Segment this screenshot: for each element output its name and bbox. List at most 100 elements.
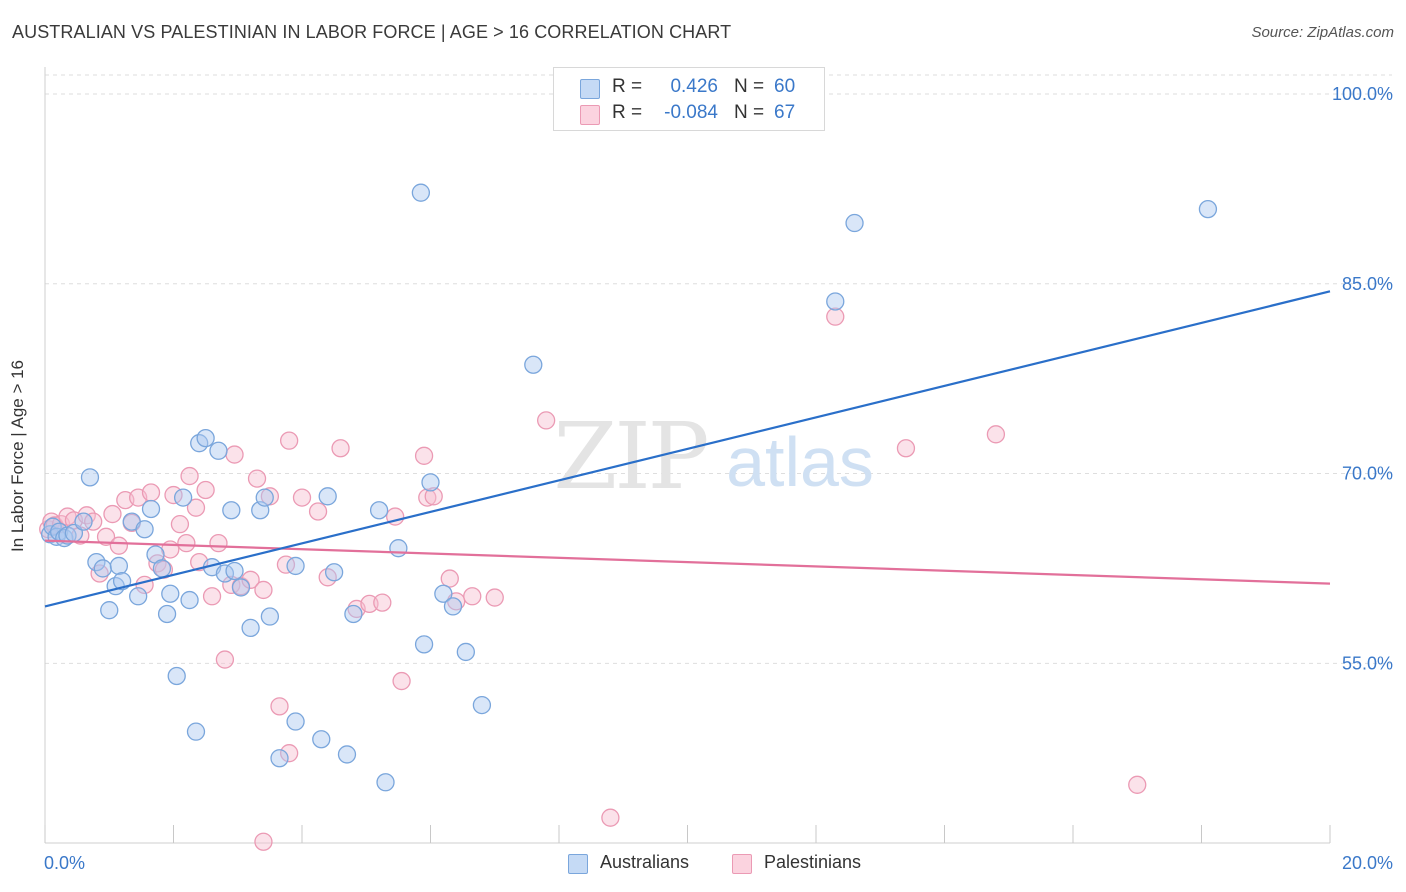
y-tick-label: 100.0% (1332, 84, 1393, 104)
palestinians-point (186, 498, 206, 517)
australians-point (167, 666, 186, 686)
palestinians-point (247, 469, 267, 488)
palestinians-point (241, 570, 260, 589)
australians-point (209, 441, 228, 460)
y-tick-label: 55.0% (1342, 653, 1393, 673)
palestinians-point (418, 488, 437, 507)
palestinians-point (424, 487, 443, 506)
palestinians-points (39, 307, 1147, 851)
palestinians-point (254, 832, 273, 851)
australians-point (74, 512, 93, 531)
palestinians-point (601, 808, 620, 827)
x-tick-label: 0.0% (44, 853, 85, 873)
australians-point (196, 428, 215, 448)
australians-point (129, 587, 148, 606)
x-tick-label: 20.0% (1342, 853, 1393, 873)
y-axis-label: In Labor Force | Age > 16 (8, 359, 27, 553)
australians-point (312, 730, 331, 749)
australians-point (100, 601, 119, 620)
australians-point (270, 749, 289, 768)
australians-point (93, 559, 112, 578)
australians-swatch (580, 79, 600, 99)
australians-point (421, 473, 440, 492)
australians-point (369, 501, 389, 520)
australians-point (376, 773, 395, 792)
palestinians-point (103, 504, 122, 524)
australians-point (414, 635, 434, 654)
palestinians-point (90, 564, 109, 583)
australians-point (141, 499, 161, 519)
r-value: 0.426 (670, 76, 718, 97)
palestinians-trend-line (44, 539, 1331, 585)
australians-point (443, 597, 463, 616)
palestinians-point (196, 480, 215, 500)
australians-point (260, 607, 280, 626)
palestinians-point (276, 555, 296, 574)
australians-point (152, 559, 172, 578)
palestinians-point (1128, 775, 1147, 794)
australians-point (173, 488, 193, 507)
n-value: 67 (774, 102, 796, 123)
australians-swatch (568, 854, 588, 874)
australians-point (180, 590, 199, 610)
n-value: 60 (774, 76, 796, 97)
australians-point (286, 556, 305, 576)
australians-trend-line (44, 290, 1331, 608)
palestinians-point (279, 431, 299, 450)
watermark-zip: ZIP (553, 403, 706, 510)
palestinians-point (485, 588, 504, 607)
tick-labels: 55.0% 70.0% 85.0% 100.0% 0.0% 20.0% (44, 84, 1393, 873)
australians-point (109, 556, 129, 576)
trend-lines (44, 290, 1331, 608)
australians-point (472, 695, 492, 715)
series-label-australians: Australians (600, 852, 690, 872)
australians-point (826, 292, 845, 311)
australians-point (80, 468, 100, 487)
australians-point (157, 604, 177, 624)
palestinians-point (440, 569, 459, 588)
n-label: N = (734, 76, 765, 97)
r-label: R = (612, 76, 643, 97)
australians-point (456, 642, 475, 662)
palestinians-point (109, 536, 129, 555)
australians-point (135, 520, 154, 539)
watermark: ZIP atlas (553, 403, 874, 510)
palestinians-point (177, 533, 196, 553)
palestinians-point (96, 527, 116, 546)
palestinians-point (209, 533, 228, 553)
axes (44, 67, 1331, 844)
y-tick-label: 70.0% (1342, 464, 1393, 484)
watermark-atlas: atlas (726, 423, 874, 501)
palestinians-point (279, 744, 299, 763)
palestinians-point (986, 425, 1006, 444)
palestinians-point (414, 446, 434, 465)
australians-point (324, 563, 344, 582)
legend-row-australians: R = 0.426 N = 60 (554, 76, 824, 100)
palestinians-point (170, 515, 190, 534)
australians-point (161, 584, 180, 603)
y-tick-label: 85.0% (1342, 274, 1393, 294)
australians-point (411, 183, 431, 202)
palestinians-swatch (732, 854, 752, 874)
source-label: Source: ZipAtlas.com (1251, 24, 1394, 41)
palestinians-point (373, 593, 392, 612)
series-label-palestinians: Palestinians (764, 852, 862, 872)
palestinians-point (292, 488, 312, 507)
australians-point (241, 618, 260, 638)
palestinians-point (392, 671, 411, 691)
australians-point (434, 584, 453, 603)
palestinians-point (180, 466, 199, 486)
australians-point (255, 488, 274, 507)
palestinians-swatch (580, 105, 600, 125)
legend-row-palestinians: R = -0.084 N = 67 (554, 102, 824, 126)
palestinians-point (225, 445, 244, 464)
palestinians-point (141, 483, 161, 502)
palestinians-point (270, 697, 289, 716)
australians-point (286, 712, 305, 731)
australians-point (1198, 199, 1218, 219)
n-label: N = (734, 102, 765, 123)
australians-point (389, 539, 408, 558)
chart-title: AUSTRALIAN VS PALESTINIAN IN LABOR FORCE… (12, 22, 732, 42)
palestinians-point (826, 307, 845, 326)
